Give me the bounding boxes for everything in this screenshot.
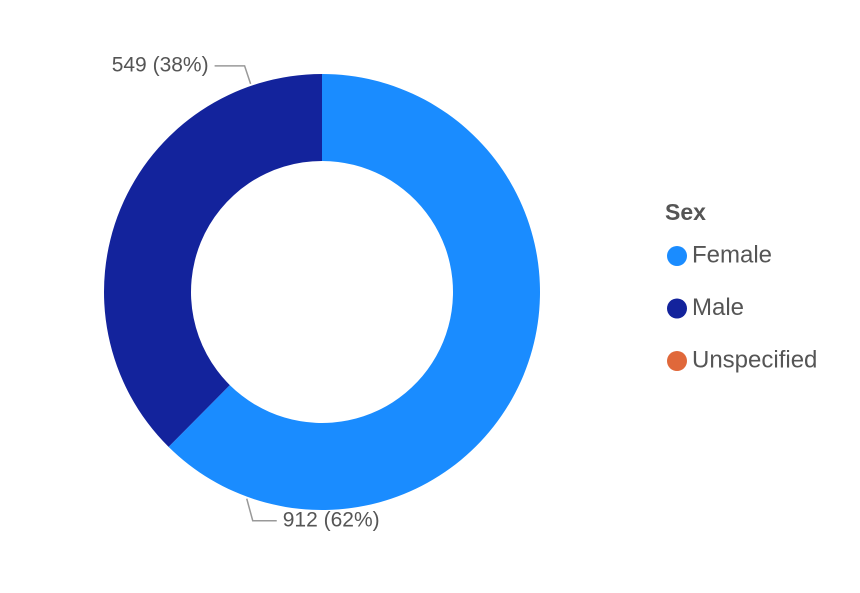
data-label: 912 (62%) bbox=[283, 508, 380, 531]
legend-title: Sex bbox=[665, 199, 706, 225]
legend-swatch bbox=[667, 351, 687, 371]
legend-swatch bbox=[667, 298, 687, 319]
legend-label: Female bbox=[692, 241, 772, 268]
donut-slice bbox=[103, 74, 323, 447]
legend-label: Male bbox=[692, 294, 744, 321]
data-label: 549 (38%) bbox=[112, 53, 209, 76]
legend-swatch bbox=[667, 246, 687, 266]
leader-line bbox=[246, 498, 277, 522]
legend-label: Unspecified bbox=[692, 346, 817, 373]
donut-slice bbox=[168, 74, 540, 510]
leader-line bbox=[214, 65, 252, 85]
